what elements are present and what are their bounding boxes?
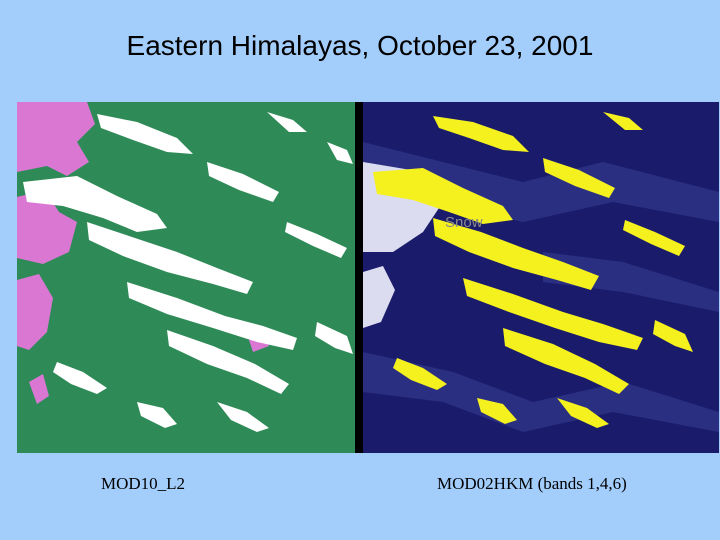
- snow-map-image: [17, 102, 355, 453]
- snow-map-graphic: [17, 102, 355, 453]
- snow-areas: [23, 112, 353, 432]
- snow-areas: [373, 112, 693, 428]
- true-color-graphic: [363, 102, 719, 453]
- true-color-image: Snow: [363, 102, 719, 453]
- right-image-caption: MOD02HKM (bands 1,4,6): [437, 474, 627, 493]
- snow-annotation: Snow: [445, 214, 483, 231]
- slide-title: Eastern Himalayas, October 23, 2001: [126, 30, 594, 61]
- left-image-caption: MOD10_L2: [101, 474, 186, 493]
- image-frame: Snow: [17, 102, 719, 453]
